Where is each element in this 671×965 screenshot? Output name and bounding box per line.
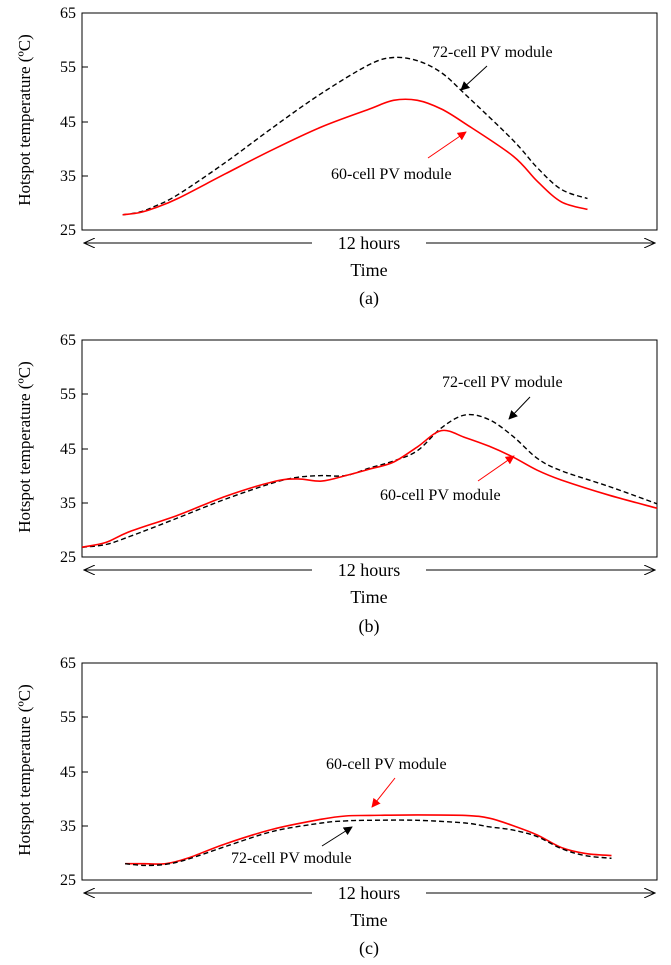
annotation-label: 60-cell PV module [380, 487, 501, 504]
panel-caption: (c) [359, 938, 379, 959]
time-span-indicator: 12 hours [84, 233, 655, 253]
y-tick-label: 65 [60, 5, 76, 22]
y-tick-label: 25 [60, 549, 76, 566]
y-tick-label: 35 [60, 818, 76, 835]
y-ticks: 25 35 45 55 65 [60, 332, 88, 566]
chart-panel-c: Hotspot temperature (ºC) 25 35 45 55 65 … [15, 655, 658, 959]
annotation-60-cell: 60-cell PV module [331, 131, 467, 183]
annotation-72-cell: 72-cell PV module [442, 374, 563, 420]
time-span-indicator: 12 hours [84, 883, 655, 903]
y-ticks: 25 35 45 55 65 [60, 655, 88, 889]
plot-frame [81, 339, 658, 558]
x-axis-label: Time [350, 587, 387, 607]
span-label: 12 hours [338, 560, 401, 580]
y-tick-label: 55 [60, 59, 76, 76]
series-72-cell-line [125, 819, 612, 867]
annotation-arrow [321, 826, 353, 847]
x-axis-label: Time [350, 260, 387, 280]
series-72-cell-line [122, 56, 588, 216]
series-60-cell-line [122, 98, 588, 216]
span-label: 12 hours [338, 883, 401, 903]
chart-panel-b: Hotspot temperature (ºC) 25 35 45 55 65 … [15, 332, 658, 637]
y-tick-label: 45 [60, 441, 76, 458]
span-label: 12 hours [338, 233, 401, 253]
annotation-label: 72-cell PV module [442, 374, 563, 391]
annotation-label: 72-cell PV module [231, 850, 352, 867]
annotation-arrow [460, 65, 488, 91]
annotation-72-cell: 72-cell PV module [231, 826, 353, 867]
series-60-cell-line [125, 814, 612, 865]
y-axis-label: Hotspot temperature (ºC) [15, 684, 34, 855]
annotation-label: 60-cell PV module [331, 166, 452, 183]
annotation-arrow [371, 777, 396, 808]
annotation-label: 60-cell PV module [326, 756, 447, 773]
series-72-cell-line [81, 413, 658, 548]
annotation-label: 72-cell PV module [432, 44, 553, 61]
y-ticks: 25 35 45 55 65 [60, 5, 88, 239]
y-tick-label: 25 [60, 222, 76, 239]
annotation-60-cell: 60-cell PV module [326, 756, 447, 808]
chart-panel-a: Hotspot temperature (ºC) 25 35 45 55 65 … [15, 5, 658, 309]
y-tick-label: 55 [60, 386, 76, 403]
annotation-arrow [508, 396, 531, 420]
plot-frame [81, 12, 658, 231]
annotation-60-cell: 60-cell PV module [380, 455, 515, 504]
y-tick-label: 65 [60, 655, 76, 672]
y-tick-label: 45 [60, 114, 76, 131]
panel-caption: (a) [359, 288, 379, 309]
annotation-72-cell: 72-cell PV module [432, 44, 553, 91]
y-tick-label: 45 [60, 764, 76, 781]
x-axis-label: Time [350, 910, 387, 930]
annotation-arrow [477, 455, 515, 482]
y-tick-label: 55 [60, 709, 76, 726]
y-axis-label: Hotspot temperature (ºC) [15, 361, 34, 532]
annotation-arrow [427, 131, 467, 159]
series-60-cell-line [81, 429, 658, 548]
panel-caption: (b) [359, 616, 380, 637]
y-tick-label: 35 [60, 168, 76, 185]
y-tick-label: 65 [60, 332, 76, 349]
time-span-indicator: 12 hours [84, 560, 655, 580]
y-axis-label: Hotspot temperature (ºC) [15, 34, 34, 205]
y-tick-label: 35 [60, 495, 76, 512]
y-tick-label: 25 [60, 872, 76, 889]
